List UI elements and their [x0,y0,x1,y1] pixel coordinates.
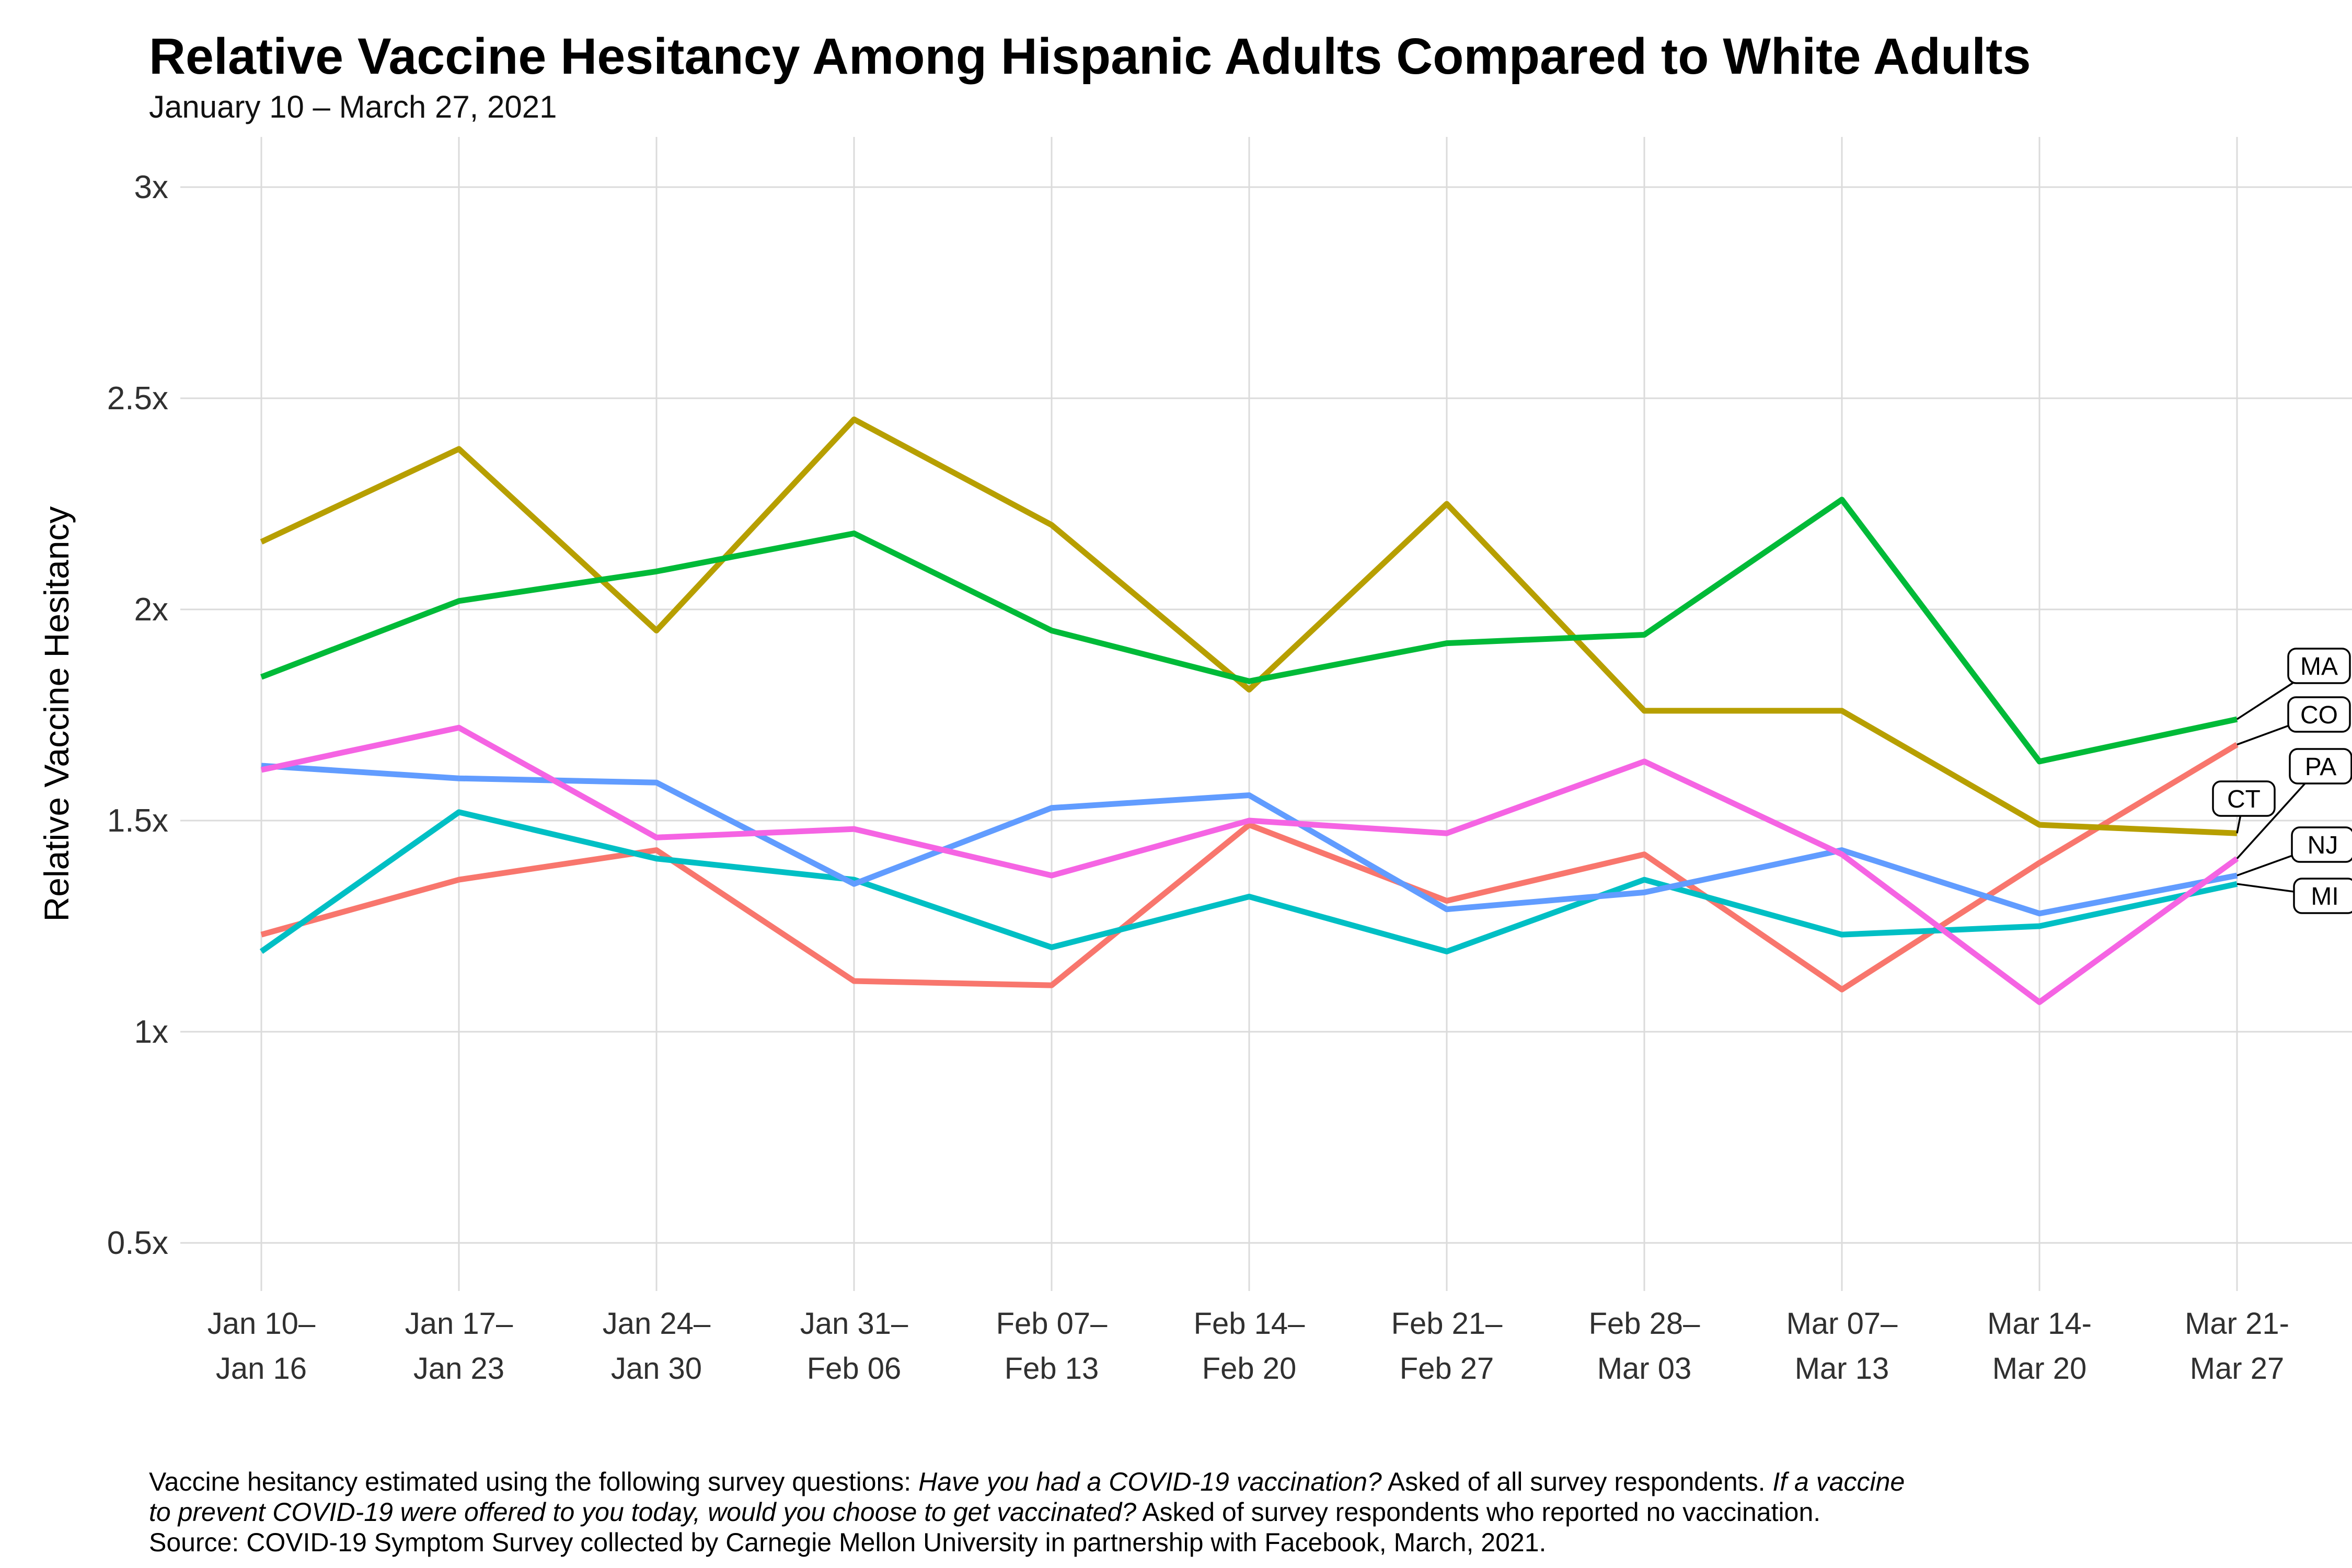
x-tick-label: Jan 10– Jan 16 [207,1307,316,1386]
x-tick-label: Feb 14– Feb 20 [1194,1307,1306,1386]
x-tick-label: Jan 24– Jan 30 [603,1307,711,1386]
x-tick-label: Mar 07– Mar 13 [1786,1307,1898,1386]
series-label-text-CT: CT [2227,786,2261,813]
series-label-box-CO [2287,696,2351,733]
footnote-line: Source: COVID-19 Symptom Survey collecte… [149,1527,1905,1558]
footnote-line: Vaccine hesitancy estimated using the fo… [149,1467,1905,1497]
series-label-text-CO: CO [2300,701,2338,729]
x-tick-label: Jan 31– Feb 06 [800,1307,908,1386]
footnote-line: to prevent COVID-19 were offered to you … [149,1497,1905,1527]
footnote-italic-segment: to prevent COVID-19 were offered to you … [149,1497,1137,1527]
x-tick-label: Mar 21-Mar 27 [2185,1307,2289,1386]
chart-footnote: Vaccine hesitancy estimated using the fo… [149,1467,1905,1558]
series-label-text-MA: MA [2300,653,2338,681]
series-label-box-MA [2287,648,2351,684]
footnote-segment: Source: COVID-19 Symptom Survey collecte… [149,1528,1547,1557]
y-tick-label: 1.5x [107,803,168,839]
series-label-text-PA: PA [2305,753,2336,781]
footnote-segment: Vaccine hesitancy estimated using the fo… [149,1467,919,1496]
y-tick-label: 1x [134,1014,168,1050]
chart-title: Relative Vaccine Hesitancy Among Hispani… [149,28,2031,85]
series-line-CT [260,416,2238,836]
y-tick-label: 0.5x [107,1225,168,1261]
series-label-box-PA [2289,748,2352,785]
chart-subtitle: January 10 – March 27, 2021 [149,89,557,124]
footnote-italic-segment: Have you had a COVID-19 vaccination? [918,1467,1382,1496]
footnote-segment: Asked of survey respondents who reported… [1136,1497,1821,1527]
y-tick-label: 3x [134,169,168,205]
series-label-box-CT [2212,780,2276,817]
y-tick-label: 2x [134,592,168,628]
series-line-NJ [261,763,2238,917]
series-label-text-NJ: NJ [2308,832,2338,859]
series-line-CO [260,742,2239,993]
x-tick-label: Feb 07– Feb 13 [996,1307,1108,1386]
x-tick-label: Mar 14-Mar 20 [1987,1307,2092,1386]
x-tick-label: Feb 28– Mar 03 [1589,1307,1701,1386]
series-line-MA [260,497,2238,765]
footnote-italic-segment: If a vaccine [1772,1467,1905,1496]
series-line-PA [260,724,2239,1005]
x-tick-label: Jan 17– Jan 23 [405,1307,513,1386]
series-label-box-NJ [2291,826,2352,863]
series-label-box-MI [2293,878,2352,914]
footnote-segment: Asked of all survey respondents. [1381,1467,1773,1496]
series-line-MI [259,809,2238,954]
series-label-text-MI: MI [2311,883,2338,910]
x-tick-label: Feb 21– Feb 27 [1391,1307,1503,1386]
y-tick-label: 2.5x [107,381,168,417]
